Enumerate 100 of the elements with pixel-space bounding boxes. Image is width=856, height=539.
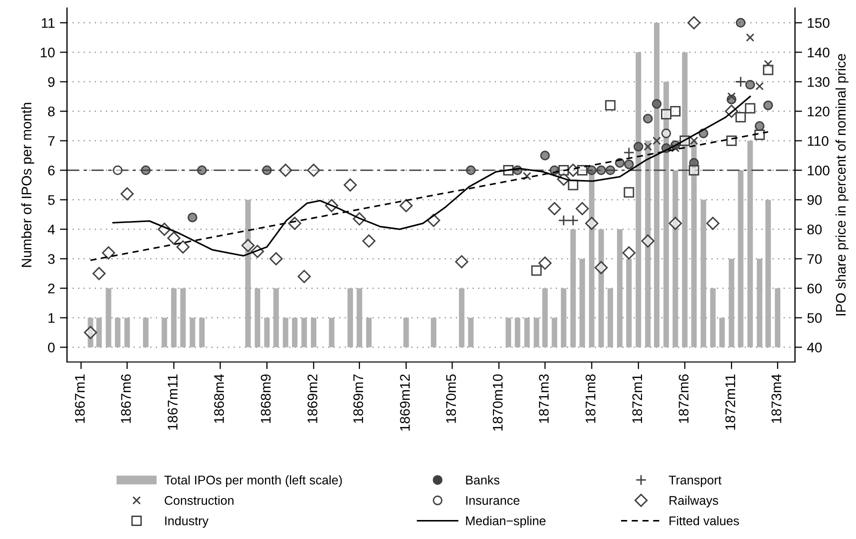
bar [626,258,632,348]
y-tick-label: 2 [48,284,54,294]
point [605,100,616,111]
point [84,326,98,340]
y-tick-label: 3 [48,254,55,264]
point [568,214,579,226]
bar [728,258,734,348]
point [594,261,608,274]
point [241,238,255,252]
x-tick-label: 1868m4 [214,374,224,423]
point [641,234,654,248]
bar [162,318,168,348]
x-tick-label: 1867m1 [74,374,85,423]
bar [88,318,94,348]
bar [199,318,205,348]
legend-label: Insurance [466,496,520,505]
x-tick-label: 1870m5 [446,374,456,423]
legend-label: Median−spline [466,516,546,528]
bar [114,318,120,348]
legend-label: Transport [668,476,722,487]
y2-tick-label: 120 [808,106,830,116]
point [548,202,562,216]
bar [254,288,260,348]
point [455,255,468,268]
bar [774,288,780,348]
bar [506,318,512,348]
point [754,121,764,131]
point [764,60,772,68]
point [735,76,746,88]
point [188,212,198,222]
y2-tick-label: 60 [808,284,822,294]
y2-tick-label: 90 [807,195,822,205]
bar [598,229,604,348]
point [531,265,542,276]
point [540,150,550,160]
point [585,216,598,230]
point [167,232,180,245]
point [744,103,756,114]
bar [645,140,651,348]
legend-label: Industry [165,516,209,528]
bar [542,288,548,348]
bar [636,52,642,348]
point [596,165,606,176]
point [652,99,662,109]
bar [580,258,585,348]
point [278,164,292,177]
bar [617,229,623,348]
y2-tick-label: 40 [807,342,822,352]
bar [310,318,316,348]
x-tick-label: 1869m12 [400,374,410,431]
point [400,199,413,212]
x-tick-label: 1871m3 [538,374,549,423]
bar [180,288,186,348]
point [670,106,681,116]
point [706,216,720,230]
bar [691,140,697,348]
point [102,246,116,260]
bar [264,318,270,348]
bar [245,200,251,348]
point [690,136,698,145]
point [558,165,569,176]
bar [301,318,307,348]
y2-tick-label: 100 [808,166,830,176]
legend-label: Construction [164,496,234,505]
point [688,165,700,176]
point [624,187,634,198]
x-tick-label: 1872m11 [725,374,736,430]
bar [608,288,614,348]
x-tick-label: 1867m11 [168,374,178,430]
point [576,202,589,216]
point [558,214,570,226]
bar [514,318,520,348]
bar [190,318,196,348]
y-tick-label: 0 [48,342,55,352]
y-tick-label: 1 [48,313,55,323]
point [668,216,682,230]
x-tick-label: 1872m1 [632,374,642,423]
point [762,64,774,76]
y-tick-label: 10 [40,48,55,58]
bar [700,200,706,348]
x-tick-label: 1873m4 [771,374,782,423]
bar [292,318,298,348]
x-tick-label: 1869m2 [308,374,318,423]
legend-label: Railways [670,496,718,508]
x-tick-label: 1870m10 [492,374,503,431]
point [344,178,357,192]
point [270,252,283,266]
point [586,165,597,176]
bar [171,288,177,348]
y-tick-label: 6 [48,166,55,176]
point [622,246,636,260]
bar [143,318,148,348]
bar [552,318,558,348]
point [120,187,134,200]
bar [458,288,464,348]
bar [534,318,540,348]
bar [560,288,566,348]
bar [747,140,753,348]
x-tick-label: 1869m7 [353,374,364,423]
point [262,165,272,176]
